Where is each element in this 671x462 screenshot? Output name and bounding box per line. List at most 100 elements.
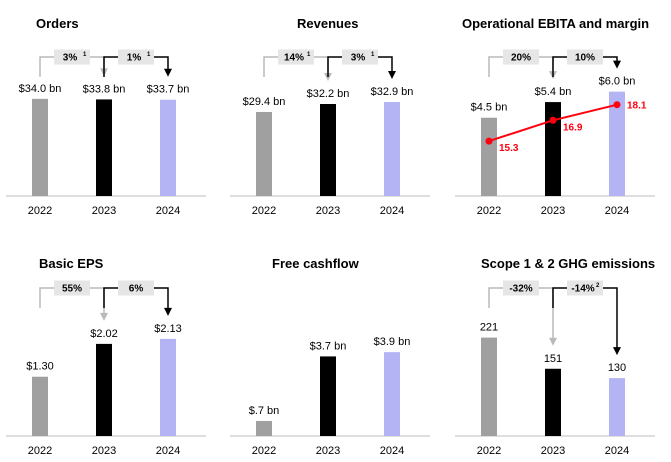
tick-label: 2023 [541, 205, 565, 217]
data-label: $.7 bn [249, 405, 280, 417]
chart-panel-fcf: Free cashflow $.7 bn 2022 $3.7 bn 2023 $3.9 b… [230, 240, 440, 460]
chart-title: Free cashflow [272, 256, 360, 271]
data-label: $3.9 bn [374, 336, 411, 348]
change-indicator-1-2: 6% [103, 280, 172, 316]
tick-label: 2023 [541, 445, 565, 457]
tick-label: 2024 [380, 445, 404, 457]
bar-2024 [160, 338, 176, 436]
margin-label: 15.3 [499, 143, 519, 154]
data-label: $6.0 bn [599, 76, 636, 88]
chart-eps: Basic EPS $1.30 2022 $2.02 2023 $2.13 2024 55% 6… [6, 256, 206, 457]
chart-ebita: Operational EBITA and margin $4.5 bn 2022 $… [455, 16, 655, 217]
tick-label: 2024 [380, 205, 404, 217]
change-indicator-0-1: 55% [39, 280, 108, 321]
tick-label: 2024 [156, 445, 180, 457]
bar-2022 [32, 376, 48, 436]
change-indicator-0-1: 3% 1 [39, 49, 108, 77]
bar-2023 [320, 104, 336, 196]
data-label: $33.7 bn [147, 84, 190, 96]
data-label: $2.02 [90, 328, 118, 340]
tick-label: 2022 [252, 445, 276, 457]
bar-2024 [609, 91, 625, 196]
footnote-marker: 1 [371, 52, 375, 58]
tick-label: 2023 [316, 445, 340, 457]
data-label: 221 [480, 322, 498, 334]
chart-panel-revenues: Revenues $29.4 bn 2022 $32.2 bn 2023 $32.9 bn… [230, 0, 440, 220]
bar-2024 [384, 352, 400, 436]
tick-label: 2024 [605, 445, 629, 457]
chart-revenues: Revenues $29.4 bn 2022 $32.2 bn 2023 $32.9 bn… [230, 16, 430, 217]
chart-panel-eps: Basic EPS $1.30 2022 $2.02 2023 $2.13 2024 55% 6… [6, 240, 216, 460]
change-indicator-1-2: -14% 2 [552, 280, 621, 356]
chart-panel-ghg: Scope 1 & 2 GHG emissions 221 2022 151 2023 1… [455, 240, 665, 460]
chart-panel-orders: Orders $34.0 bn 2022 $33.8 bn 2023 $33.7 bn 20… [6, 0, 216, 220]
change-indicator-0-1: 20% [488, 49, 557, 80]
tick-label: 2024 [156, 205, 180, 217]
margin-point [613, 101, 621, 109]
data-label: 151 [544, 353, 562, 365]
data-label: $1.30 [26, 361, 54, 373]
data-label: 130 [608, 362, 626, 374]
change-badge: 6% [129, 284, 144, 295]
change-badge: 14% [284, 53, 304, 64]
data-label: $32.2 bn [307, 88, 350, 100]
tick-label: 2022 [252, 205, 276, 217]
chart-title: Scope 1 & 2 GHG emissions [481, 256, 655, 271]
tick-label: 2022 [477, 205, 501, 217]
chart-fcf: Free cashflow $.7 bn 2022 $3.7 bn 2023 $3.9 b… [230, 256, 430, 457]
tick-label: 2023 [92, 205, 116, 217]
margin-label: 18.1 [627, 101, 647, 112]
data-label: $29.4 bn [243, 96, 286, 108]
change-indicator-1-2: 1% 1 [103, 49, 172, 77]
change-indicator-0-1: 14% 1 [263, 49, 332, 81]
tick-label: 2022 [477, 445, 501, 457]
change-indicator-0-1: -32% [488, 280, 557, 346]
footnote-marker: 1 [307, 52, 311, 58]
change-indicator-1-2: 3% 1 [327, 49, 396, 79]
bar-2022 [256, 112, 272, 196]
chart-ghg: Scope 1 & 2 GHG emissions 221 2022 151 2023 1… [455, 256, 655, 457]
data-label: $34.0 bn [19, 83, 62, 95]
bar-2022 [32, 98, 48, 196]
chart-panel-ebita: Operational EBITA and margin $4.5 bn 2022 $… [455, 0, 665, 220]
bar-2022 [256, 420, 272, 436]
change-indicator-1-2: 10% [552, 49, 621, 77]
change-badge: 10% [575, 53, 595, 64]
data-label: $33.8 bn [83, 83, 126, 95]
bar-2023 [320, 356, 336, 436]
tick-label: 2023 [92, 445, 116, 457]
chart-title: Orders [36, 16, 79, 31]
footnote-marker: 1 [83, 52, 87, 58]
chart-title: Revenues [297, 16, 358, 31]
change-badge: -14% [571, 284, 594, 295]
tick-label: 2023 [316, 205, 340, 217]
change-badge: 20% [511, 53, 531, 64]
bar-2022 [481, 117, 497, 196]
tick-label: 2022 [28, 205, 52, 217]
change-badge: 1% [127, 53, 142, 64]
bar-2024 [160, 99, 176, 196]
bar-2024 [384, 102, 400, 196]
chart-orders: Orders $34.0 bn 2022 $33.8 bn 2023 $33.7 bn 20… [6, 16, 206, 217]
change-badge: 55% [62, 284, 82, 295]
data-label: $5.4 bn [535, 86, 572, 98]
tick-label: 2024 [605, 205, 629, 217]
bar-2023 [96, 343, 112, 436]
chart-title: Basic EPS [39, 256, 104, 271]
bar-2023 [96, 99, 112, 196]
tick-label: 2022 [28, 445, 52, 457]
data-label: $2.13 [154, 323, 182, 335]
bar-2022 [481, 337, 497, 436]
footnote-marker: 1 [147, 52, 151, 58]
margin-point [485, 137, 493, 145]
margin-label: 16.9 [563, 122, 583, 133]
bar-2023 [545, 368, 561, 436]
change-badge: 3% [351, 53, 366, 64]
data-label: $32.9 bn [371, 86, 414, 98]
data-label: $4.5 bn [471, 102, 508, 114]
bar-2023 [545, 102, 561, 196]
change-badge: -32% [509, 284, 532, 295]
chart-title: Operational EBITA and margin [462, 16, 649, 31]
change-badge: 3% [63, 53, 78, 64]
